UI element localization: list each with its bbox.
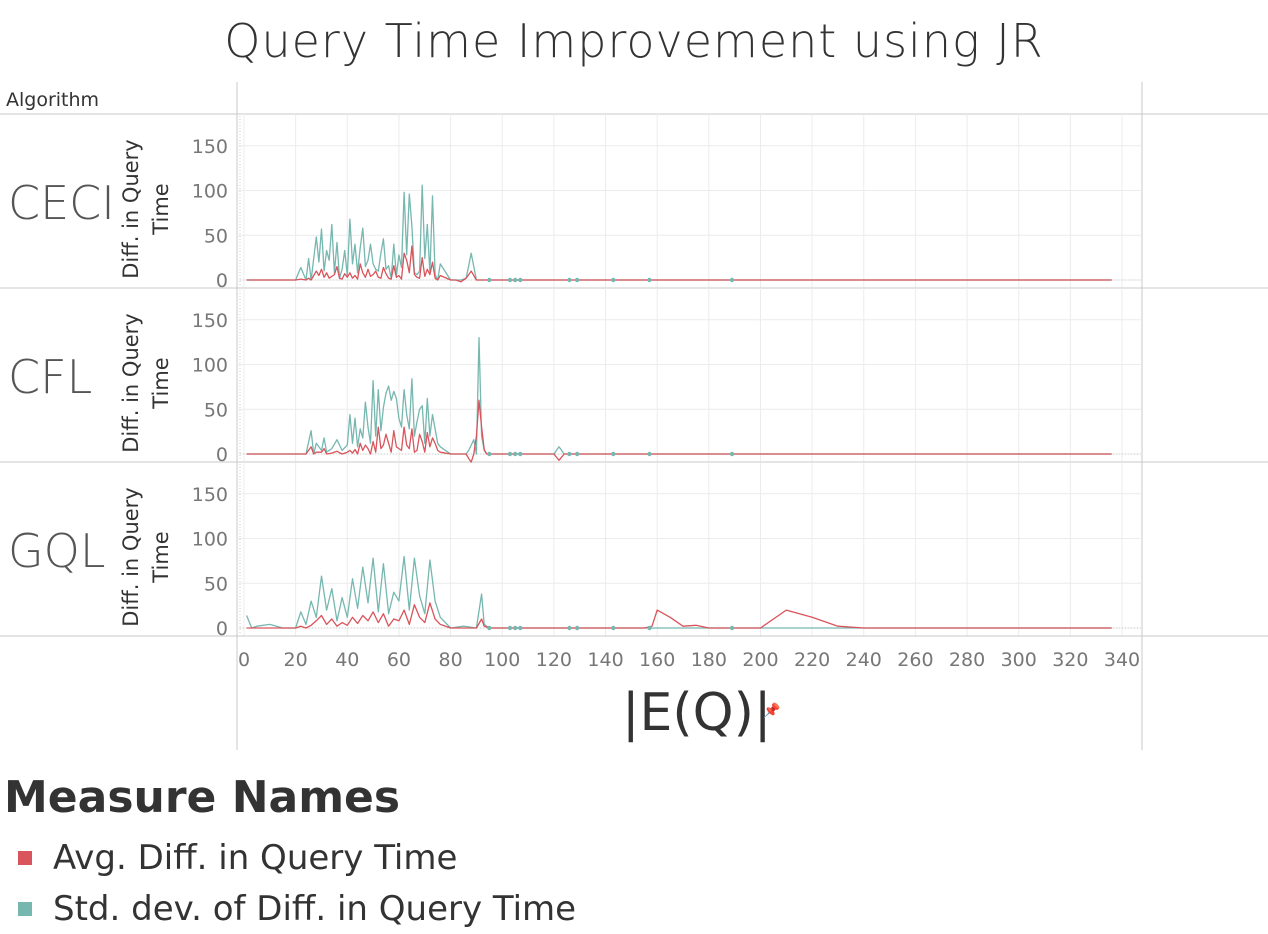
x-tick-label-7: 140	[587, 649, 623, 671]
y-tick-label-0-1: 50	[204, 225, 228, 247]
data-point-2-6	[611, 625, 616, 631]
y-tick-label-0-2: 100	[192, 181, 228, 203]
legend-swatch-avg	[18, 851, 32, 865]
x-tick-label-4: 80	[438, 649, 462, 671]
legend-swatch-std	[18, 902, 32, 916]
series-line-2-avg	[246, 602, 1112, 629]
legend-item-std[interactable]: Std. dev. of Diff. in Query Time	[18, 889, 576, 929]
data-point-2-7	[647, 625, 652, 631]
data-point-2-2	[512, 625, 518, 631]
data-point-2-0	[487, 625, 492, 631]
data-point-1-4	[567, 451, 572, 457]
legend-title: Measure Names	[4, 772, 401, 823]
facet-label-gql: GQL	[8, 524, 106, 578]
y-tick-label-1-1: 50	[204, 399, 228, 421]
data-point-0-8	[729, 277, 735, 283]
y-tick-label-2-1: 50	[204, 573, 228, 595]
x-axis-title: |E(Q)|	[622, 683, 772, 743]
series-line-0-std	[246, 184, 1112, 281]
y-tick-label-2-0: 0	[216, 618, 228, 640]
data-point-2-3	[518, 625, 523, 631]
data-point-1-6	[611, 451, 616, 457]
x-tick-label-9: 180	[691, 649, 727, 671]
data-point-0-5	[574, 277, 580, 283]
y-tick-label-1-3: 150	[192, 310, 228, 332]
pin-icon[interactable]: 📌	[763, 703, 781, 719]
data-point-1-0	[487, 451, 492, 457]
row-header-algorithm: Algorithm	[6, 89, 100, 111]
data-point-0-6	[611, 277, 616, 283]
y-tick-label-0-3: 150	[192, 136, 228, 158]
data-point-1-2	[512, 451, 518, 457]
y-tick-label-2-3: 150	[192, 484, 228, 506]
data-point-1-3	[518, 451, 523, 457]
data-point-0-7	[647, 277, 652, 283]
x-tick-label-3: 60	[387, 649, 411, 671]
y-tick-label-2-2: 100	[192, 529, 228, 551]
y-axis-title-0: Diff. in Query Time	[119, 139, 173, 278]
legend-label-std: Std. dev. of Diff. in Query Time	[53, 889, 577, 929]
x-tick-label-13: 260	[897, 649, 933, 671]
data-point-0-1	[507, 277, 513, 283]
series-line-1-std	[246, 336, 1112, 455]
chart-title: Query Time Improvement using JR	[224, 14, 1044, 68]
data-point-1-1	[507, 451, 513, 457]
legend-label-avg: Avg. Diff. in Query Time	[53, 838, 458, 878]
data-point-1-5	[574, 451, 580, 457]
x-tick-label-12: 240	[846, 649, 882, 671]
data-point-2-8	[729, 625, 735, 631]
data-point-2-5	[574, 625, 580, 631]
data-point-2-4	[567, 625, 572, 631]
x-tick-label-17: 340	[1104, 649, 1140, 671]
x-tick-label-6: 120	[536, 649, 572, 671]
y-axis-title-1: Diff. in Query Time	[119, 313, 173, 452]
x-tick-label-2: 40	[335, 649, 359, 671]
x-tick-label-11: 220	[794, 649, 830, 671]
x-tick-label-0: 0	[238, 649, 250, 671]
data-point-1-8	[729, 451, 735, 457]
data-point-1-7	[647, 451, 652, 457]
facet-label-ceci: CECI	[8, 176, 115, 230]
y-tick-label-0-0: 0	[216, 270, 228, 292]
x-tick-label-10: 200	[742, 649, 778, 671]
data-point-2-1	[507, 625, 513, 631]
legend-item-avg[interactable]: Avg. Diff. in Query Time	[18, 838, 457, 878]
data-point-0-4	[567, 277, 572, 283]
facet-label-cfl: CFL	[8, 350, 93, 404]
x-tick-label-5: 100	[484, 649, 520, 671]
x-tick-label-8: 160	[639, 649, 675, 671]
x-tick-label-14: 280	[949, 649, 985, 671]
y-axis-title-2: Diff. in Query Time	[119, 487, 173, 626]
series-line-0-avg	[246, 245, 1112, 283]
x-tick-label-16: 320	[1052, 649, 1088, 671]
chart-plot-area: 0 50 100 150 Diff. in Query Time 0 50 100 150 Diff…	[0, 82, 1268, 750]
x-tick-label-15: 300	[1001, 649, 1037, 671]
data-point-0-2	[512, 277, 518, 283]
y-tick-label-1-2: 100	[192, 355, 228, 377]
y-tick-label-1-0: 0	[216, 444, 228, 466]
x-tick-label-1: 20	[284, 649, 308, 671]
data-point-0-3	[518, 277, 523, 283]
data-point-0-0	[487, 277, 492, 283]
